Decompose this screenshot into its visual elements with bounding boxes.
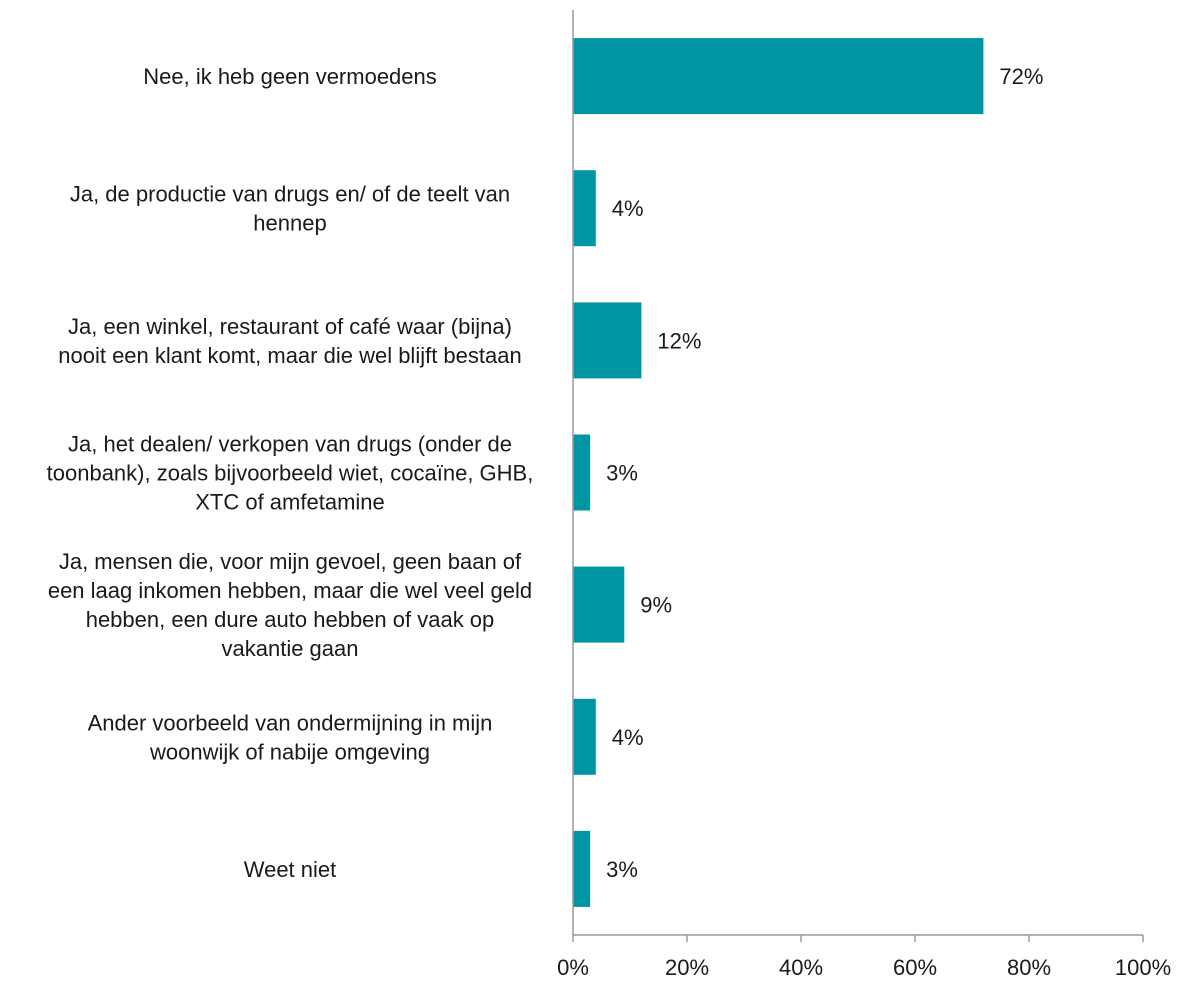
category-label-2: Ja, een winkel, restaurant of café waar …	[58, 314, 521, 368]
data-label-4: 9%	[640, 593, 672, 618]
category-label-line: Ja, de productie van drugs en/ of de tee…	[70, 182, 510, 207]
data-label-3: 3%	[606, 461, 638, 486]
x-tick-label-0: 0%	[557, 955, 589, 980]
category-label-line: hebben, een dure auto hebben of vaak op	[86, 607, 495, 632]
bar-3	[573, 434, 591, 511]
category-label-line: toonbank), zoals bijvoorbeeld wiet, coca…	[47, 461, 534, 486]
bars-layer	[573, 38, 984, 907]
bar-1	[573, 170, 596, 247]
category-label-6: Weet niet	[244, 857, 337, 882]
x-axis: 0% 20% 40% 60% 80% 100%	[557, 10, 1171, 980]
category-label-line: XTC of amfetamine	[195, 490, 385, 515]
category-label-line: hennep	[253, 211, 326, 236]
category-label-5: Ander voorbeeld van ondermijning in mijn…	[88, 710, 493, 764]
category-label-0: Nee, ik heb geen vermoedens	[143, 64, 437, 89]
bar-4	[573, 566, 625, 643]
x-tick-label-1: 20%	[665, 955, 709, 980]
category-labels-layer: Nee, ik heb geen vermoedens Ja, de produc…	[47, 64, 534, 882]
category-label-line: een laag inkomen hebben, maar die wel ve…	[48, 578, 532, 603]
data-label-0: 72%	[999, 64, 1043, 89]
category-label-line: vakantie gaan	[222, 636, 359, 661]
category-label-1: Ja, de productie van drugs en/ of de tee…	[70, 182, 510, 236]
category-label-4: Ja, mensen die, voor mijn gevoel, geen b…	[48, 549, 532, 661]
category-label-line: Weet niet	[244, 857, 337, 882]
data-label-5: 4%	[612, 725, 644, 750]
x-tick-label-3: 60%	[893, 955, 937, 980]
category-label-line: Ja, mensen die, voor mijn gevoel, geen b…	[59, 549, 522, 574]
category-label-line: Ja, het dealen/ verkopen van drugs (onde…	[68, 432, 512, 457]
data-label-1: 4%	[612, 196, 644, 221]
bar-2	[573, 302, 642, 379]
x-tick-label-4: 80%	[1007, 955, 1051, 980]
category-label-3: Ja, het dealen/ verkopen van drugs (onde…	[47, 432, 534, 515]
value-labels-layer: 72% 4% 12% 3% 9% 4% 3%	[606, 64, 1043, 882]
data-label-2: 12%	[657, 328, 701, 353]
category-label-line: Ander voorbeeld van ondermijning in mijn	[88, 710, 493, 735]
bar-5	[573, 698, 596, 775]
bar-0	[573, 38, 984, 115]
category-label-line: Nee, ik heb geen vermoedens	[143, 64, 437, 89]
bar-6	[573, 830, 591, 907]
category-label-line: Ja, een winkel, restaurant of café waar …	[68, 314, 512, 339]
category-label-line: nooit een klant komt, maar die wel blijf…	[58, 343, 521, 368]
data-label-6: 3%	[606, 857, 638, 882]
x-tick-label-2: 40%	[779, 955, 823, 980]
x-tick-label-5: 100%	[1115, 955, 1171, 980]
category-label-line: woonwijk of nabije omgeving	[149, 739, 430, 764]
